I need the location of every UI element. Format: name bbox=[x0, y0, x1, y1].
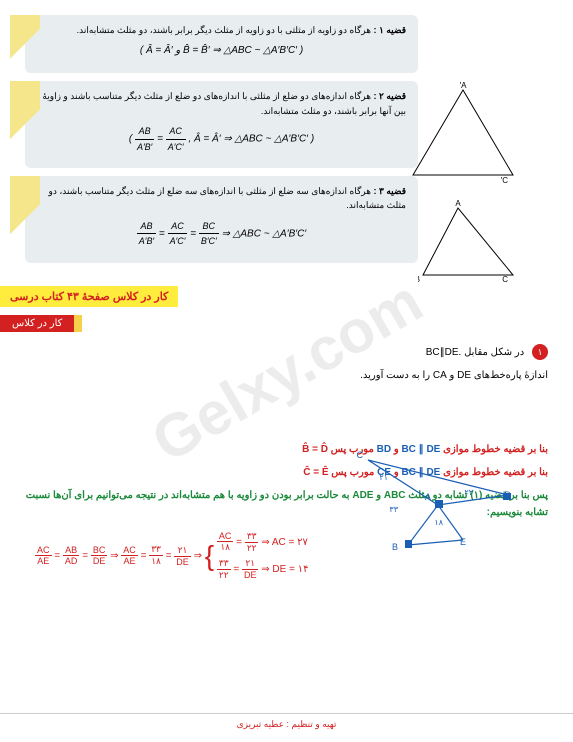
theorem3-title: قضیه ۳ : bbox=[374, 186, 407, 196]
work-in-class-tag: کار در کلاس bbox=[0, 315, 74, 332]
svg-text:۲۱: ۲۱ bbox=[379, 473, 388, 482]
svg-text:D: D bbox=[505, 490, 512, 500]
svg-text:۳۳: ۳۳ bbox=[389, 505, 398, 514]
theorem3-text: هرگاه اندازه‌های سه ضلع از مثلثی با اندا… bbox=[48, 186, 406, 210]
svg-text:E: E bbox=[460, 537, 466, 547]
theorem1-text: هرگاه دو زاویه از مثلثی با دو زاویه از م… bbox=[77, 25, 371, 35]
theorem3-formula: ABA′B′ = ACA′C′ = BCB′C′ ⇒ △ABC ~ △A′B′C… bbox=[37, 219, 406, 249]
section-header: کار در کلاس صفحهٔ ۴۳ کتاب درسی bbox=[0, 286, 178, 307]
theorem1-formula: ( Â = Â′ و B̂ = B̂′ ⇒ △ABC ~ △A′B′C′ ) bbox=[37, 43, 406, 59]
svg-text:C: C bbox=[502, 275, 508, 284]
problem-figure: C D B A E ۲۱ ۲۲ ۳۳ ۱۸ bbox=[348, 450, 518, 550]
theorem-box-2: قضیه ۲ : هرگاه اندازه‌های دو ضلع از مثلث… bbox=[25, 81, 418, 168]
theorem2-text: هرگاه اندازه‌های دو ضلع از مثلثی با اندا… bbox=[42, 91, 406, 115]
theorem1-title: قضیه ۱ : bbox=[374, 25, 407, 35]
theorem-box-1: قضیه ۱ : هرگاه دو زاویه از مثلثی با دو ز… bbox=[25, 15, 418, 73]
svg-text:۱۸: ۱۸ bbox=[434, 518, 443, 527]
svg-text:A: A bbox=[425, 492, 431, 502]
problem-number: ۱ bbox=[532, 344, 548, 360]
problem-line1: ۱ در شکل مقابل .BC∥DE bbox=[25, 344, 548, 361]
theorem-box-3: قضیه ۳ : هرگاه اندازه‌های سه ضلع از مثلث… bbox=[25, 176, 418, 263]
problem-line2: اندازهٔ پاره‌خط‌های DE و CA را به دست آو… bbox=[25, 367, 548, 384]
theorem2-title: قضیه ۲ : bbox=[374, 91, 407, 101]
triangle-figure-1: A′ B′ C′ bbox=[408, 80, 518, 190]
svg-text:C′: C′ bbox=[501, 176, 509, 185]
svg-text:A′: A′ bbox=[460, 81, 468, 90]
svg-text:۲۲: ۲۲ bbox=[464, 488, 473, 497]
footer-credit: تهیه و تنظیم : عطیه تبریزی bbox=[0, 713, 573, 730]
svg-text:C: C bbox=[357, 450, 364, 460]
svg-text:A: A bbox=[455, 200, 461, 208]
theorem2-formula: ( ABA′B′ = ACA′C′ , Â = Â′ ⇒ △ABC ~ △A′B… bbox=[37, 124, 406, 154]
triangle-figure-2: A B C bbox=[418, 200, 518, 285]
svg-text:B: B bbox=[392, 542, 398, 550]
svg-text:B: B bbox=[418, 275, 420, 284]
